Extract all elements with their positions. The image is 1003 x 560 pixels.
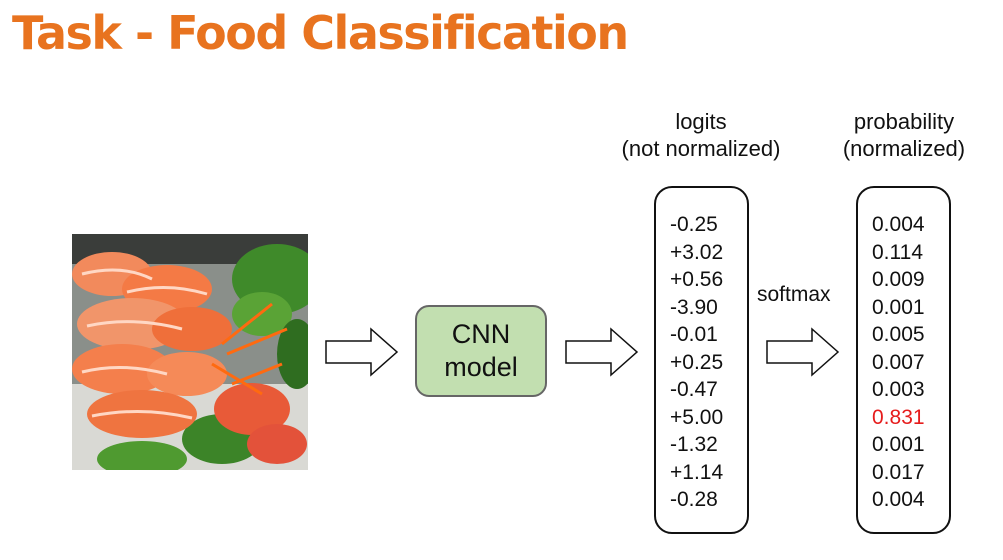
- arrow-right-icon: [565, 327, 639, 377]
- cnn-model-label: CNN model: [444, 319, 518, 382]
- probability-value: 0.001: [872, 433, 925, 456]
- arrow-right-icon: [766, 327, 840, 377]
- probability-value: 0.004: [872, 213, 925, 236]
- logits-header-subtitle: (not normalized): [621, 136, 781, 161]
- logit-value: -0.01: [670, 323, 718, 346]
- logits-header-title: logits: [675, 109, 727, 134]
- logit-value: -0.47: [670, 378, 718, 401]
- probability-list: 0.004 0.114 0.009 0.001 0.005 0.007 0.003 0.831…: [872, 211, 925, 514]
- logits-header: logits (not normalized): [598, 108, 804, 162]
- logit-value: +1.14: [670, 460, 724, 484]
- probability-box: [856, 186, 951, 534]
- logit-value: -0.25: [670, 213, 718, 236]
- probability-value: 0.007: [872, 350, 925, 374]
- probability-value: 0.017: [872, 460, 925, 484]
- logit-value: -0.28: [670, 488, 718, 511]
- salmon-sashimi-photo: [72, 234, 308, 470]
- probability-value: 0.005: [872, 323, 925, 346]
- logits-list: -0.25 +3.02 +0.56 -3.90 -0.01 +0.25 -0.47 +5.00…: [670, 211, 723, 514]
- probability-value: 0.009: [872, 268, 925, 291]
- logits-box: [654, 186, 749, 534]
- probability-value: 0.003: [872, 378, 925, 401]
- logit-value: +0.25: [670, 350, 724, 374]
- probability-value: 0.114: [872, 240, 923, 264]
- probability-header: probability (normalized): [826, 108, 982, 162]
- arrow-right-icon: [325, 327, 399, 377]
- probability-value: 0.001: [872, 295, 925, 319]
- probability-header-title: probability: [853, 109, 955, 134]
- probability-value: 0.831: [872, 405, 925, 429]
- cnn-model-box: CNN model: [415, 305, 547, 397]
- logit-value: +3.02: [670, 240, 724, 264]
- logit-value: +0.56: [670, 268, 724, 291]
- logit-value: +5.00: [670, 405, 724, 429]
- probability-header-subtitle: (normalized): [842, 136, 966, 161]
- logit-value: -1.32: [670, 433, 718, 456]
- slide-title: Task - Food Classification: [12, 6, 629, 60]
- softmax-label: softmax: [757, 283, 831, 306]
- logit-value: -3.90: [670, 295, 718, 319]
- probability-value: 0.004: [872, 488, 925, 511]
